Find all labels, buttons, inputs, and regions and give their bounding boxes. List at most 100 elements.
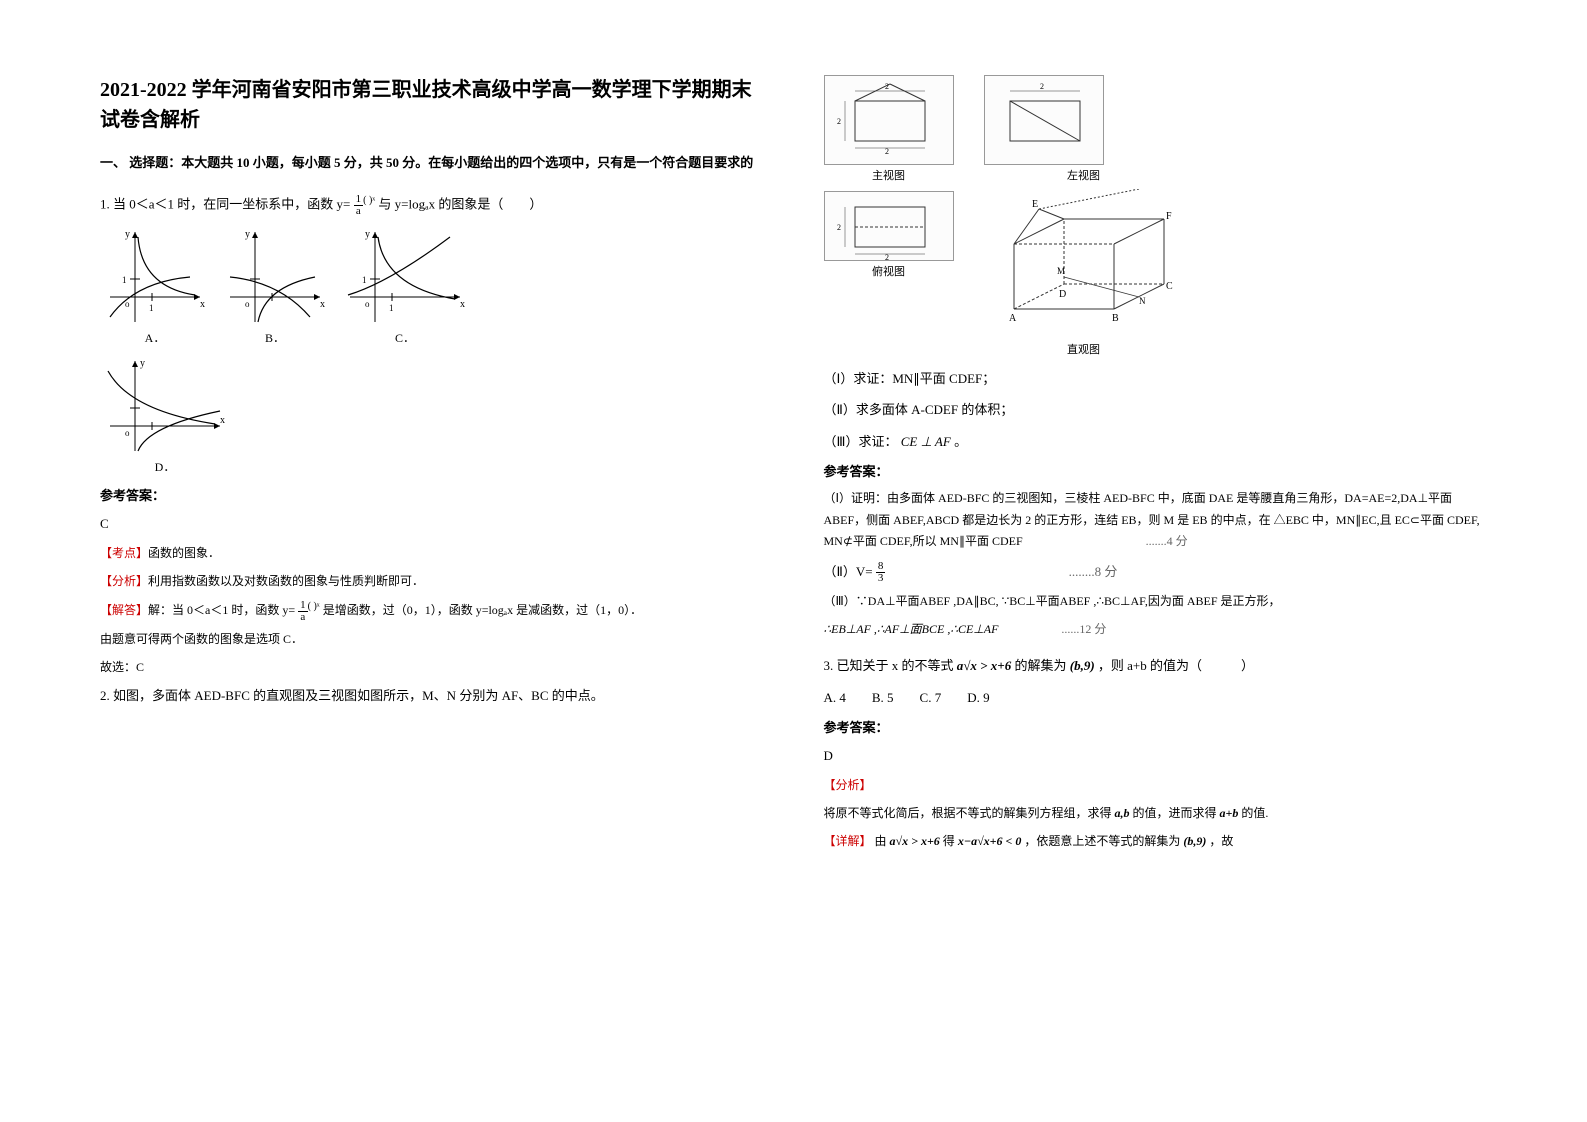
svg-text:C: C <box>1166 281 1173 292</box>
right-column: 2 2 2 主视图 2 2 <box>824 75 1488 858</box>
graph-b: x y o <box>220 227 330 327</box>
svg-text:2: 2 <box>885 82 889 91</box>
top-view: 2 2 <box>824 191 954 261</box>
side-view: 2 <box>984 75 1104 165</box>
side-persp-col: 2 左视图 <box>984 75 1184 357</box>
q2-stem: 2. 如图，多面体 AED-BFC 的直观图及三视图如图所示，M、N 分别为 A… <box>100 684 764 707</box>
q1-fenxi: 【分析】利用指数函数以及对数函数的图象与性质判断即可． <box>100 571 764 593</box>
kaodian-label: 【考点】 <box>100 546 148 560</box>
main-view-label: 主视图 <box>824 167 954 183</box>
top-view-label: 俯视图 <box>824 263 954 279</box>
q2-answer-label: 参考答案： <box>824 461 1488 480</box>
q1-jieda-line1: 【解答】解：当 0＜a＜1 时，函数 y= 1a( )ˣ 是增函数，过（0，1）… <box>100 598 764 623</box>
svg-text:A: A <box>1009 313 1017 324</box>
q3-answer: D <box>824 744 1488 767</box>
perspective-view: A B C D E F M N <box>984 189 1184 339</box>
fenxi-label: 【分析】 <box>100 574 148 588</box>
svg-text:y: y <box>140 358 145 369</box>
persp-view-label: 直观图 <box>984 341 1184 357</box>
fraction-1-over-a-2: 1a <box>298 600 308 623</box>
side-view-label: 左视图 <box>984 167 1184 183</box>
q2-sol2-prefix: （Ⅱ）V= <box>824 564 873 579</box>
svg-text:N: N <box>1139 296 1146 306</box>
main-view-wrap: 2 2 2 主视图 <box>824 75 954 183</box>
q3-ja: 由 <box>875 834 887 848</box>
q3-fa: 将原不等式化简后，根据不等式的解集列方程组，求得 <box>824 806 1112 820</box>
label-b: B． <box>220 329 330 346</box>
q1-options-row2: x y o D． <box>100 356 764 475</box>
q3-options: A. 4 B. 5 C. 7 D. 9 <box>824 686 1488 709</box>
q3-jieda-label: 【详解】 <box>824 834 872 848</box>
q1-text-prefix: 1. 当 0＜a＜1 时，在同一坐标系中，函数 y= <box>100 196 350 211</box>
q1-answer: C <box>100 512 764 535</box>
q3-jc: ，依题意上述不等式的解集为 <box>1024 834 1180 848</box>
q1-option-d: x y o D． <box>100 356 230 475</box>
svg-text:2: 2 <box>837 223 841 232</box>
svg-text:o: o <box>245 299 250 309</box>
q1-stem: 1. 当 0＜a＜1 时，在同一坐标系中，函数 y= 1a( )ˣ 与 y=lo… <box>100 192 764 217</box>
graph-d: x y o <box>100 356 230 456</box>
q2-part3-formula: CE ⊥ AF <box>901 434 951 449</box>
q2-part1: （Ⅰ）求证：MN∥平面 CDEF； <box>824 367 1488 390</box>
q1-jieda-line2: 由题意可得两个函数的图象是选项 C． <box>100 629 764 651</box>
q3-tc: ，则 a+b 的值为（ ） <box>1098 658 1254 673</box>
q2-part3-a: （Ⅲ）求证： <box>824 434 898 449</box>
svg-text:x: x <box>460 299 465 310</box>
q3-fc: 的值. <box>1241 806 1268 820</box>
exam-title: 2021-2022 学年河南省安阳市第三职业技术高级中学高一数学理下学期期末试卷… <box>100 75 764 135</box>
svg-text:x: x <box>320 299 325 310</box>
q1-jieda-line3: 故选：C <box>100 657 764 679</box>
svg-text:D: D <box>1059 289 1066 300</box>
q1-option-a: x y o 1 1 A． <box>100 227 210 346</box>
q3-jineq2: x−a√x+6 < 0 <box>958 834 1022 848</box>
orthographic-views: 2 2 2 主视图 2 2 <box>824 75 954 357</box>
svg-text:y: y <box>245 229 250 240</box>
svg-text:o: o <box>125 428 130 438</box>
svg-text:E: E <box>1032 199 1038 210</box>
q3-stem: 3. 已知关于 x 的不等式 a√x > x+6 的解集为 (b,9) ，则 a… <box>824 654 1488 677</box>
svg-text:2: 2 <box>1040 82 1044 91</box>
svg-text:y: y <box>365 229 370 240</box>
q3-jinterval: (b,9) <box>1183 834 1206 848</box>
q3-jb: 得 <box>943 834 955 848</box>
q2-part3-c: 。 <box>954 434 967 449</box>
q1-kaodian: 【考点】函数的图象． <box>100 543 764 565</box>
label-a: A． <box>100 329 210 346</box>
fraction-1-over-a: 1a <box>354 194 364 217</box>
page-container: 2021-2022 学年河南省安阳市第三职业技术高级中学高一数学理下学期期末试卷… <box>100 75 1487 858</box>
svg-text:y: y <box>125 229 130 240</box>
q3-fb: 的值，进而求得 <box>1133 806 1217 820</box>
left-column: 2021-2022 学年河南省安阳市第三职业技术高级中学高一数学理下学期期末试卷… <box>100 75 764 858</box>
jieda-l1b: 是增函数，过（0，1），函数 y=logₐx 是减函数，过（1，0）． <box>323 603 642 617</box>
q3-fenxi: 将原不等式化简后，根据不等式的解集列方程组，求得 a,b 的值，进而求得 a+b… <box>824 803 1488 825</box>
top-view-wrap: 2 2 俯视图 <box>824 191 954 279</box>
q3-answer-label: 参考答案： <box>824 717 1488 736</box>
q3-jineq1: a√x > x+6 <box>890 834 940 848</box>
svg-text:B: B <box>1112 313 1119 324</box>
q3-apb: a+b <box>1220 806 1239 820</box>
q2-score3: ......12 分 <box>1061 622 1106 636</box>
fraction-8-over-3: 83 <box>876 561 886 584</box>
svg-text:2: 2 <box>885 147 889 156</box>
views-container: 2 2 2 主视图 2 2 <box>824 75 1488 357</box>
section-1-heading: 一、 选择题：本大题共 10 小题，每小题 5 分，共 50 分。在每小题给出的… <box>100 153 764 174</box>
svg-text:F: F <box>1166 211 1172 222</box>
q2-sol3b-line: ∴EB⊥AF ,∴AF⊥面BCE ,∴CE⊥AF ......12 分 <box>824 619 1488 641</box>
q1-option-c: x y o 1 1 C． <box>340 227 470 346</box>
jieda-label: 【解答】 <box>100 603 148 617</box>
q2-score1: .......4 分 <box>1146 534 1188 548</box>
svg-text:1: 1 <box>149 303 154 313</box>
q3-tb: 的解集为 <box>1014 658 1066 673</box>
svg-text:M: M <box>1057 266 1065 276</box>
q1-options-row1: x y o 1 1 A． x <box>100 227 764 346</box>
graph-a: x y o 1 1 <box>100 227 210 327</box>
label-c: C． <box>340 329 470 346</box>
q3-jieda: 【详解】 由 a√x > x+6 得 x−a√x+6 < 0 ，依题意上述不等式… <box>824 831 1488 853</box>
svg-text:2: 2 <box>885 253 889 261</box>
main-view: 2 2 2 <box>824 75 954 165</box>
label-d: D． <box>100 458 230 475</box>
q3-ineq1: a√x > x+6 <box>957 658 1011 673</box>
fenxi-text: 利用指数函数以及对数函数的图象与性质判断即可． <box>148 574 424 588</box>
svg-text:2: 2 <box>837 117 841 126</box>
q2-part2: （Ⅱ）求多面体 A-CDEF 的体积； <box>824 398 1488 421</box>
